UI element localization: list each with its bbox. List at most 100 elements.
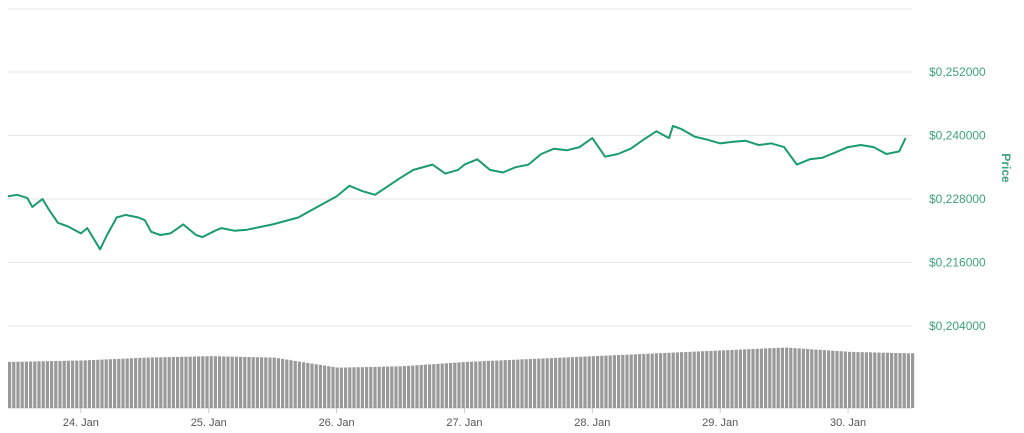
- volume-bar: [339, 367, 343, 408]
- volume-bar: [722, 350, 726, 408]
- volume-bar: [709, 350, 713, 408]
- volume-bar: [104, 359, 108, 408]
- volume-bar: [604, 355, 608, 408]
- volume-bar: [608, 355, 612, 408]
- volume-bar: [29, 361, 33, 408]
- volume-bar: [297, 361, 301, 408]
- volume-bar: [226, 356, 230, 408]
- volume-bar: [617, 355, 621, 408]
- volume-bar: [180, 356, 184, 408]
- x-tick-label: 27. Jan: [446, 417, 482, 429]
- volume-bar: [285, 359, 289, 408]
- volume-bar: [843, 351, 847, 408]
- volume-bar: [730, 349, 734, 408]
- volume-bar: [171, 356, 175, 408]
- volume-bar: [713, 350, 717, 408]
- volume-bar: [566, 357, 570, 408]
- volume-bar: [743, 349, 747, 408]
- volume-bar: [902, 353, 906, 408]
- volume-bar: [58, 360, 62, 408]
- volume-bar: [570, 357, 574, 408]
- volume-bar: [327, 366, 331, 408]
- volume-bar: [747, 349, 751, 408]
- volume-bar: [600, 355, 604, 408]
- volume-bar: [381, 366, 385, 408]
- volume-bar: [453, 362, 457, 408]
- volume-bar: [680, 352, 684, 408]
- volume-bar: [810, 349, 814, 408]
- volume-bar: [495, 360, 499, 408]
- volume-bar: [688, 351, 692, 408]
- volume-bar: [835, 350, 839, 408]
- volume-bar: [205, 356, 209, 408]
- volume-bar: [436, 363, 440, 408]
- volume-bar: [839, 351, 843, 408]
- volume-bar: [717, 350, 721, 408]
- volume-bar: [79, 360, 83, 408]
- volume-bar: [201, 356, 205, 408]
- volume-bar: [323, 365, 327, 408]
- volume-bar: [591, 356, 595, 408]
- volume-bar: [797, 348, 801, 408]
- volume-bar: [247, 357, 251, 408]
- volume-bar: [801, 348, 805, 408]
- volume-bar: [759, 348, 763, 408]
- volume-bar: [541, 358, 545, 408]
- volume-bar: [465, 361, 469, 408]
- volume-bar: [516, 359, 520, 408]
- volume-bar: [41, 361, 45, 408]
- volume-bar: [449, 362, 453, 408]
- volume-bar: [37, 361, 41, 408]
- volume-bar: [482, 361, 486, 408]
- volume-bar: [873, 352, 877, 408]
- y-tick-label: $0,228000: [929, 192, 986, 206]
- volume-bar: [621, 354, 625, 408]
- y-axis-ticks: $0,204000 $0,216000 $0,228000 $0,240000 $0,2…: [929, 65, 986, 333]
- volume-bar: [45, 361, 49, 408]
- volume-bar: [394, 366, 398, 408]
- volume-bar: [575, 356, 579, 408]
- volume-bar: [852, 351, 856, 408]
- volume-bar: [33, 361, 37, 408]
- volume-bar: [772, 348, 776, 408]
- y-tick-label: $0,240000: [929, 129, 986, 143]
- volume-bar: [16, 361, 20, 408]
- volume-bar: [108, 359, 112, 408]
- x-tick-label: 24. Jan: [63, 417, 99, 429]
- volume-bar: [440, 363, 444, 408]
- volume-bar: [356, 367, 360, 408]
- volume-bar: [117, 358, 121, 408]
- volume-bar: [306, 362, 310, 408]
- volume-bar: [251, 357, 255, 408]
- volume-bar: [696, 351, 700, 408]
- volume-bar: [545, 358, 549, 408]
- volume-bar: [335, 367, 339, 408]
- volume-bar: [163, 357, 167, 408]
- x-tick-label: 26. Jan: [319, 417, 355, 429]
- volume-bar: [289, 360, 293, 408]
- volume-bar: [881, 352, 885, 408]
- volume-bar: [75, 360, 79, 408]
- volume-bar: [281, 358, 285, 408]
- volume-bar: [738, 349, 742, 408]
- volume-bar: [831, 350, 835, 408]
- volume-bar: [146, 357, 150, 408]
- volume-bar: [423, 364, 427, 408]
- volume-bar: [155, 357, 159, 408]
- volume-bar: [167, 357, 171, 408]
- volume-bar: [898, 353, 902, 408]
- volume-bar: [184, 356, 188, 408]
- volume-bar: [113, 359, 117, 408]
- volume-bar: [159, 357, 163, 408]
- volume-bar: [276, 358, 280, 408]
- volume-bar: [50, 361, 54, 408]
- volume-bar: [12, 361, 16, 408]
- volume-bar: [230, 356, 234, 408]
- price-line: [7, 125, 907, 251]
- volume-bar: [83, 360, 87, 408]
- volume-bar: [62, 360, 66, 408]
- volume-bar: [264, 357, 268, 408]
- volume-bar: [402, 366, 406, 408]
- volume-bar: [188, 356, 192, 408]
- volume-bar: [407, 365, 411, 408]
